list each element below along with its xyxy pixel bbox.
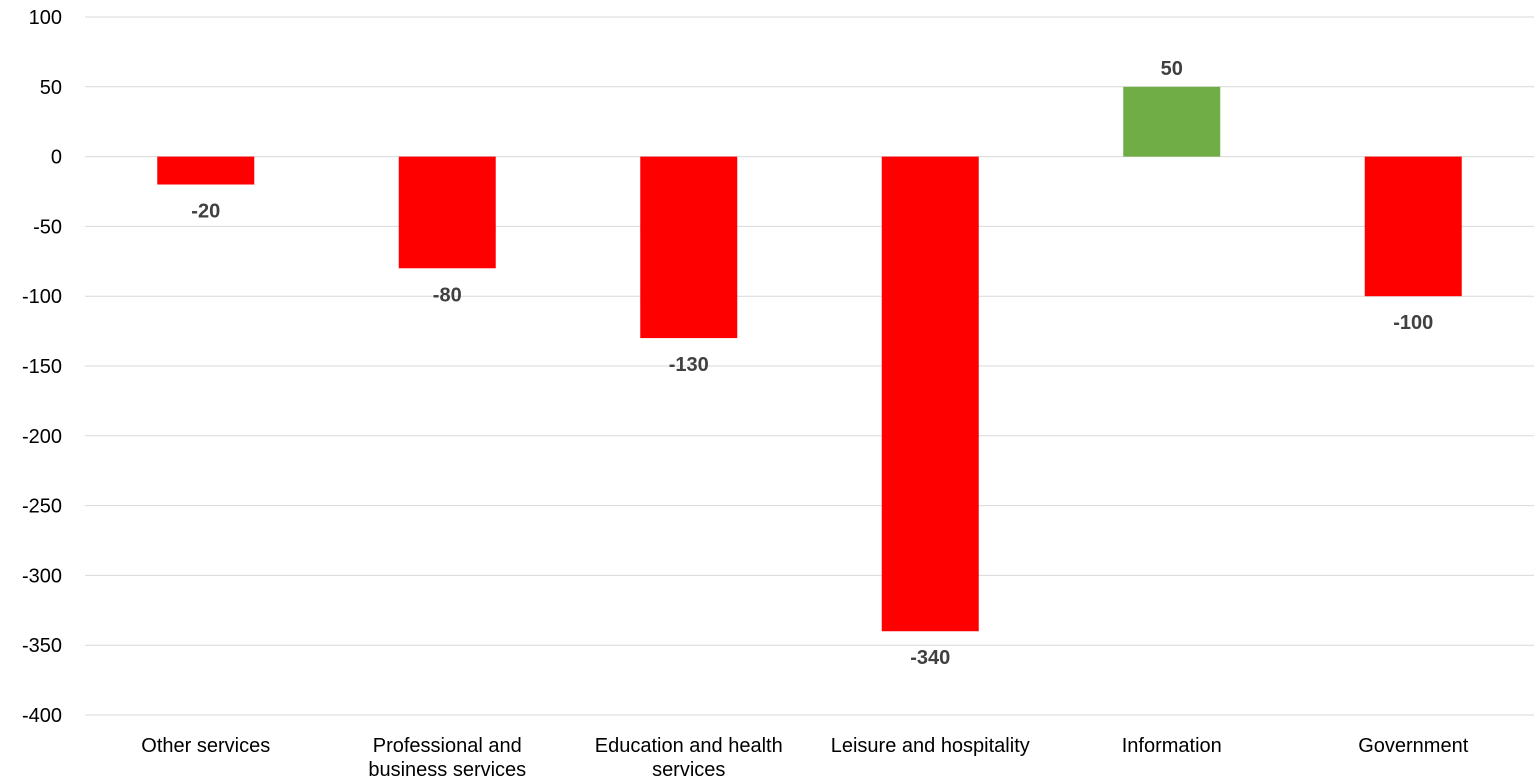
x-tick-label: Professional and business services	[368, 735, 526, 781]
data-labels: -20 -80 -130 -340 50 -100	[191, 58, 1433, 669]
x-tick-label: Information	[1122, 735, 1222, 757]
data-label: -100	[1393, 312, 1433, 334]
x-tick-label: Education and health services	[595, 735, 783, 781]
x-tick-label-line: Professional and	[373, 735, 522, 757]
y-tick-label: -350	[22, 635, 62, 657]
data-label: -20	[191, 201, 220, 223]
y-axis-ticks: 100 50 0 -50 -100 -150 -200 -250 -300 -350 -400	[22, 7, 62, 727]
y-tick-label: -250	[22, 496, 62, 518]
y-tick-label: -100	[22, 286, 62, 308]
y-tick-label: -200	[22, 426, 62, 448]
bar-professional-and-business-services	[398, 156, 496, 269]
y-tick-label: -400	[22, 705, 62, 727]
data-label: 50	[1161, 58, 1183, 80]
x-tick-label: Government	[1358, 735, 1468, 757]
data-label: -80	[433, 284, 462, 306]
x-tick-label: Leisure and hospitality	[831, 735, 1030, 757]
y-tick-label: 50	[40, 77, 62, 99]
bar-government	[1364, 156, 1462, 297]
x-tick-label-line: services	[652, 759, 725, 781]
y-tick-label: 100	[29, 7, 62, 29]
bar-information	[1123, 86, 1221, 157]
y-tick-label: 0	[51, 147, 62, 169]
gridlines	[85, 16, 1534, 716]
y-tick-label: -50	[33, 216, 62, 238]
x-tick-label-line: Other services	[141, 735, 270, 757]
x-axis-ticks: Other services Professional and business s…	[141, 735, 1468, 781]
x-tick-label-line: Information	[1122, 735, 1222, 757]
bar-leisure-and-hospitality	[881, 156, 979, 632]
bars	[157, 86, 1462, 632]
x-tick-label-line: Government	[1358, 735, 1468, 757]
bar-education-and-health-services	[640, 156, 738, 339]
x-tick-label-line: business services	[368, 759, 526, 781]
x-tick-label: Other services	[141, 735, 270, 757]
data-label: -130	[669, 354, 709, 376]
y-tick-label: -150	[22, 356, 62, 378]
x-tick-label-line: Education and health	[595, 735, 783, 757]
data-label: -340	[910, 647, 950, 669]
bar-other-services	[157, 156, 255, 185]
x-tick-label-line: Leisure and hospitality	[831, 735, 1030, 757]
y-tick-label: -300	[22, 565, 62, 587]
